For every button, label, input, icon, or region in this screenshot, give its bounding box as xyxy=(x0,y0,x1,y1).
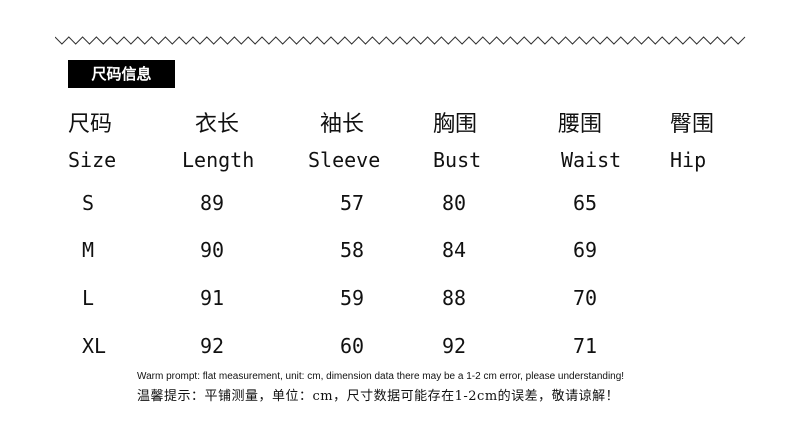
size-label: L xyxy=(82,286,95,310)
table-cell: 80 xyxy=(442,191,467,215)
table-cell: 84 xyxy=(442,238,467,262)
column-header-en: Sleeve xyxy=(308,148,381,172)
table-cell: 92 xyxy=(442,334,467,358)
size-label: XL xyxy=(82,334,107,358)
column-header-zh: 尺码 xyxy=(68,112,113,137)
table-cell: 57 xyxy=(340,191,365,215)
column-header-en: Hip xyxy=(670,148,707,172)
column-header-en: Size xyxy=(68,148,117,172)
size-label: M xyxy=(82,238,95,262)
column-header-zh: 腰围 xyxy=(558,112,603,137)
column-header-zh: 臀围 xyxy=(670,112,715,137)
table-cell: 60 xyxy=(340,334,365,358)
table-cell: 88 xyxy=(442,286,467,310)
table-cell: 65 xyxy=(573,191,598,215)
table-cell: 70 xyxy=(573,286,598,310)
note-chinese: 温馨提示：平铺测量，单位：cm，尺寸数据可能存在1-2cm的误差，敬请谅解！ xyxy=(137,389,620,404)
column-header-zh: 袖长 xyxy=(320,112,365,137)
table-cell: 89 xyxy=(200,191,225,215)
table-cell: 69 xyxy=(573,238,598,262)
column-header-en: Bust xyxy=(433,148,482,172)
column-header-en: Length xyxy=(182,148,255,172)
column-header-zh: 衣长 xyxy=(195,112,240,137)
table-cell: 92 xyxy=(200,334,225,358)
size-label: S xyxy=(82,191,95,215)
size-info-title: 尺码信息 xyxy=(68,60,175,88)
zigzag-divider xyxy=(55,36,746,45)
table-cell: 58 xyxy=(340,238,365,262)
table-cell: 71 xyxy=(573,334,598,358)
column-header-en: Waist xyxy=(561,148,622,172)
table-cell: 90 xyxy=(200,238,225,262)
table-cell: 59 xyxy=(340,286,365,310)
note-english: Warm prompt: flat measurement, unit: cm,… xyxy=(137,371,625,382)
table-cell: 91 xyxy=(200,286,225,310)
column-header-zh: 胸围 xyxy=(433,112,478,137)
